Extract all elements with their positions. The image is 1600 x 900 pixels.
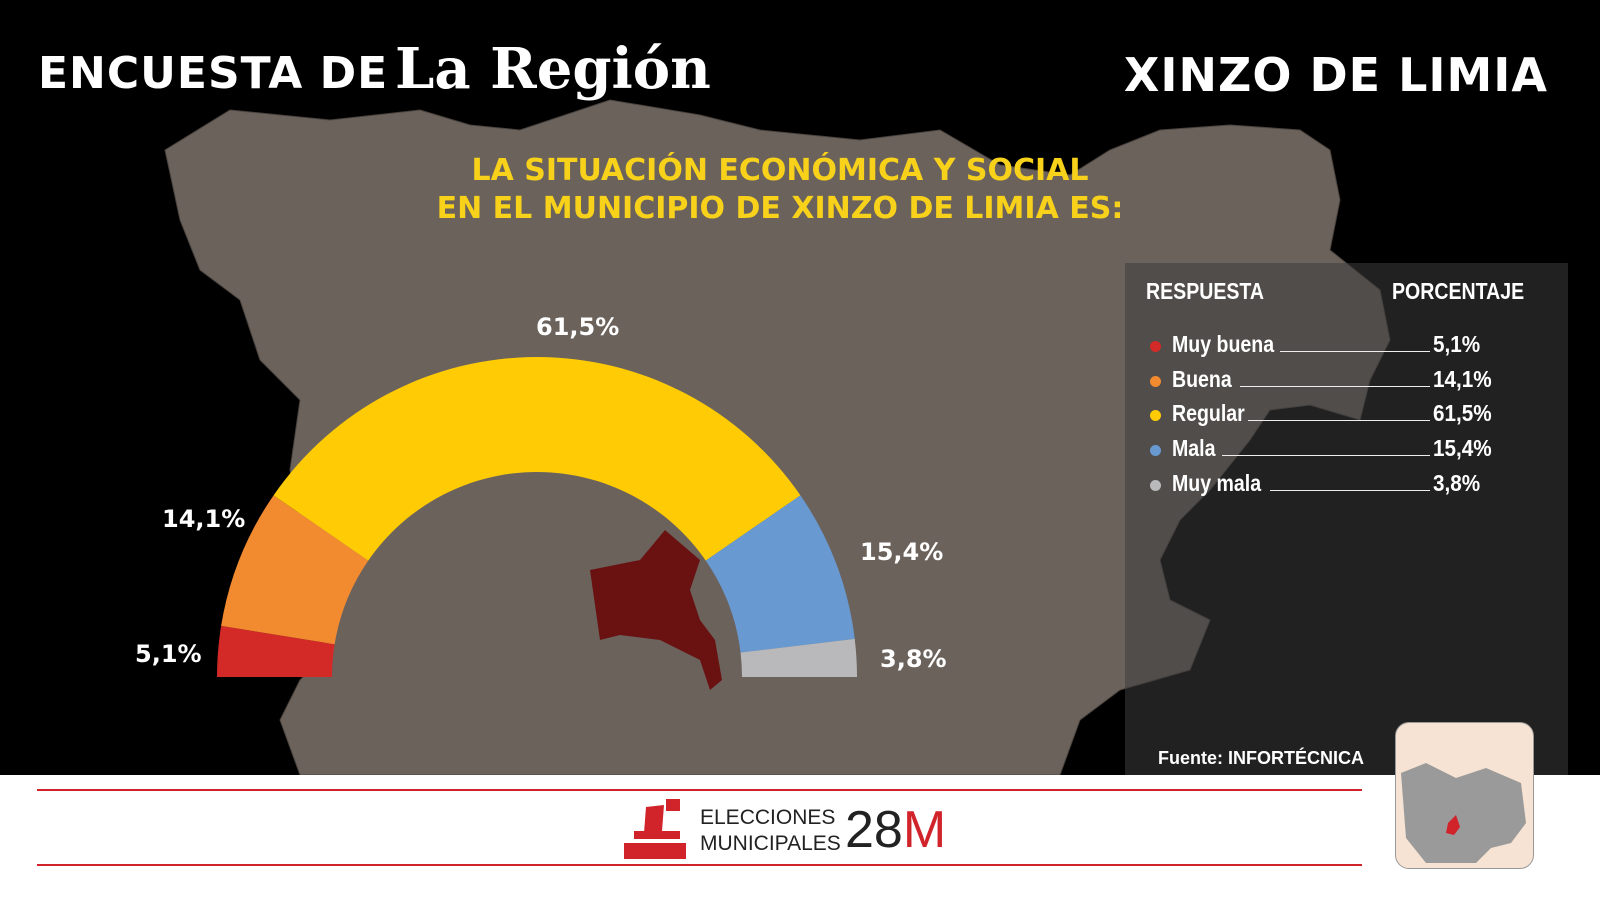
legend-dot-icon bbox=[1150, 410, 1161, 422]
legend-row: Muy buena 5,1% bbox=[1150, 331, 1550, 361]
legend-panel bbox=[1125, 263, 1568, 775]
elections-line-1: ELECCIONES bbox=[700, 806, 836, 829]
legend-dot-icon bbox=[1150, 375, 1161, 387]
legend-value: 15,4% bbox=[1433, 435, 1492, 462]
donut-segment-buena bbox=[221, 495, 369, 645]
leader-line bbox=[1222, 455, 1430, 457]
leader-line bbox=[1270, 489, 1430, 491]
legend-row: Muy mala 3,8% bbox=[1150, 470, 1550, 500]
footer bbox=[0, 775, 1600, 900]
legend-dot-icon bbox=[1150, 445, 1161, 457]
data-label: 5,1% bbox=[135, 640, 202, 668]
legend-value: 3,8% bbox=[1433, 469, 1481, 496]
donut-segment-regular bbox=[273, 357, 801, 561]
donut-segment-muy-buena bbox=[217, 625, 335, 677]
legend-label: Buena bbox=[1172, 365, 1232, 392]
locator-minimap bbox=[1395, 722, 1534, 869]
leader-line bbox=[1248, 420, 1430, 422]
source-text: Fuente: INFORTÉCNICA bbox=[1158, 748, 1364, 768]
data-label: 15,4% bbox=[860, 538, 944, 566]
legend-row: Buena 14,1% bbox=[1150, 366, 1550, 396]
elections-label: ELECCIONES MUNICIPALES bbox=[700, 805, 841, 857]
legend-header-response: RESPUESTA bbox=[1146, 278, 1265, 304]
leader-line bbox=[1280, 351, 1430, 352]
divider bbox=[37, 789, 1362, 791]
legend-row: Mala 15,4% bbox=[1150, 435, 1550, 465]
legend-label: Regular bbox=[1172, 400, 1245, 427]
divider bbox=[37, 864, 1362, 866]
data-label: 61,5% bbox=[536, 313, 620, 341]
town-title: XINZO DE LIMIA bbox=[1123, 48, 1548, 102]
elections-line-2: MUNICIPALES bbox=[700, 832, 841, 855]
legend-label: Muy buena bbox=[1172, 331, 1275, 357]
election-date: 28M bbox=[845, 800, 946, 860]
legend-value: 14,1% bbox=[1433, 365, 1492, 392]
legend-dot-icon bbox=[1150, 479, 1161, 491]
date-number: 28 bbox=[845, 801, 903, 859]
question-line-2: EN EL MUNICIPIO DE XINZO DE LIMIA ES: bbox=[436, 191, 1124, 226]
xinzo-highlight bbox=[590, 530, 722, 690]
legend-value: 61,5% bbox=[1433, 400, 1492, 427]
data-label: 3,8% bbox=[880, 645, 947, 673]
header-prefix: ENCUESTA DE bbox=[38, 48, 389, 99]
ballot-box-icon bbox=[624, 799, 686, 859]
legend-value: 5,1% bbox=[1433, 331, 1481, 357]
legend-row: Regular 61,5% bbox=[1150, 400, 1550, 430]
question-line-1: LA SITUACIÓN ECONÓMICA Y SOCIAL bbox=[471, 153, 1089, 188]
donut-segment-mala bbox=[705, 495, 855, 653]
legend-label: Mala bbox=[1172, 435, 1216, 462]
donut-segment-muy-mala bbox=[740, 638, 858, 677]
legend-header-percent: PORCENTAJE bbox=[1392, 278, 1525, 304]
question-title: LA SITUACIÓN ECONÓMICA Y SOCIAL EN EL MU… bbox=[430, 152, 1130, 228]
legend-dot-icon bbox=[1150, 341, 1161, 352]
legend-label: Muy mala bbox=[1172, 469, 1262, 496]
date-letter: M bbox=[902, 801, 947, 859]
leader-line bbox=[1240, 385, 1430, 387]
la-region-logo: La Región bbox=[395, 36, 711, 102]
data-label: 14,1% bbox=[162, 505, 246, 533]
